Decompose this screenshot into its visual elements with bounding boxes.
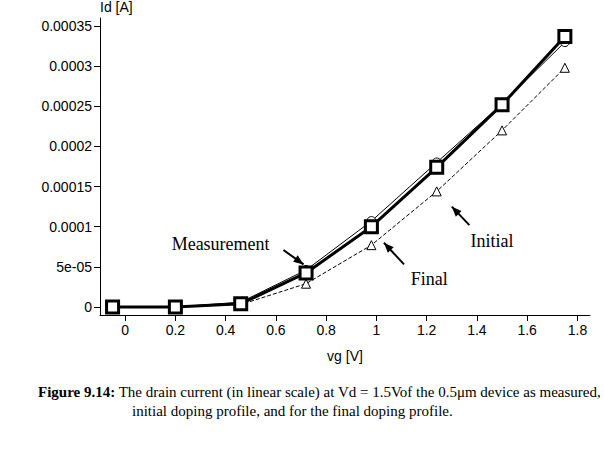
svg-text:1.2: 1.2	[417, 322, 437, 338]
svg-text:0.00015: 0.00015	[41, 179, 92, 195]
svg-text:Initial: Initial	[471, 231, 514, 251]
svg-text:1: 1	[373, 322, 381, 338]
svg-text:0.6: 0.6	[266, 322, 286, 338]
svg-text:0.8: 0.8	[316, 322, 336, 338]
svg-text:0.0001: 0.0001	[49, 219, 92, 235]
svg-text:vg [V]: vg [V]	[327, 348, 363, 364]
svg-text:1.6: 1.6	[517, 322, 537, 338]
svg-text:0.0003: 0.0003	[49, 58, 92, 74]
svg-text:Final: Final	[411, 269, 448, 289]
svg-text:1.4: 1.4	[467, 322, 487, 338]
html-text:Figure 9.14:: Figure 9.14:	[38, 384, 116, 400]
svg-text:0.0002: 0.0002	[49, 138, 92, 154]
svg-text:Id [A]: Id [A]	[100, 0, 133, 15]
svg-text:0.2: 0.2	[166, 322, 186, 338]
svg-text:0: 0	[121, 322, 129, 338]
svg-text:5e-05: 5e-05	[56, 259, 92, 275]
svg-text:1.8: 1.8	[568, 322, 588, 338]
svg-text:0.00025: 0.00025	[41, 98, 92, 114]
svg-text:0: 0	[84, 299, 92, 315]
svg-text:Measurement: Measurement	[172, 234, 270, 254]
svg-text:0.00035: 0.00035	[41, 18, 92, 34]
svg-text:0.4: 0.4	[216, 322, 236, 338]
